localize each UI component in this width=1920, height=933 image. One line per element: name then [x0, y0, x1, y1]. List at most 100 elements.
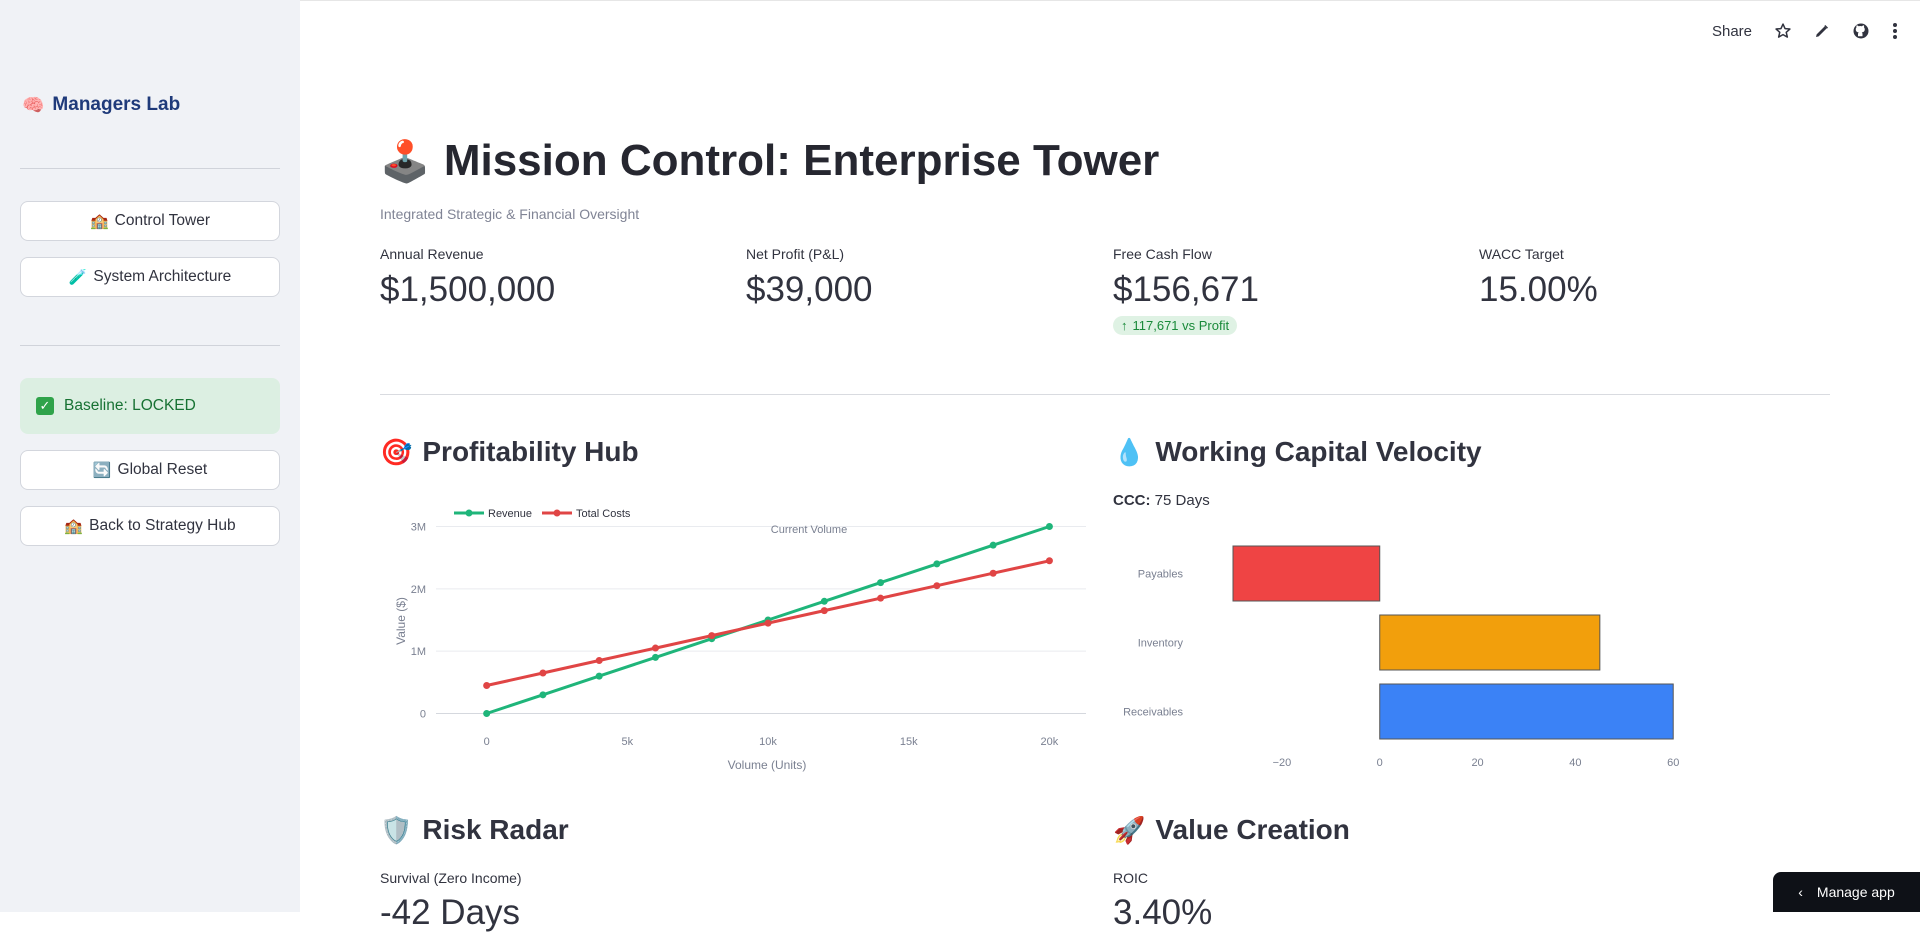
data-point-revenue: [933, 560, 941, 568]
data-point-revenue: [651, 653, 659, 661]
x-tick-label: 0: [1377, 757, 1383, 769]
global-reset-button[interactable]: 🔄 Global Reset: [20, 450, 280, 490]
metric-value: $1,500,000: [380, 270, 556, 309]
y-tick-label: 1M: [411, 646, 426, 658]
metric-label: Annual Revenue: [380, 246, 484, 262]
legend-revenue-marker: [465, 509, 473, 517]
app-toolbar: Share: [1712, 22, 1898, 40]
section-divider: [380, 394, 1830, 395]
page-title: 🕹️ Mission Control: Enterprise Tower: [380, 136, 1159, 186]
x-tick-label: 5k: [622, 736, 634, 748]
manage-app-button[interactable]: ‹ Manage app: [1773, 872, 1920, 912]
data-point-total-costs: [483, 681, 491, 689]
metric-label: WACC Target: [1479, 246, 1564, 262]
test-tube-icon: 🧪: [68, 269, 88, 286]
ccc-readout: CCC: 75 Days: [1113, 492, 1210, 509]
data-point-total-costs: [651, 644, 659, 652]
back-to-strategy-hub-button[interactable]: 🏫 Back to Strategy Hub: [20, 506, 280, 546]
sidebar: 🧠 Managers Lab 🏫 Control Tower 🧪 System …: [0, 0, 300, 912]
chart-ticks: 0 1M 2M 3M 0 5k 10k 15k 20k: [411, 521, 1059, 748]
profitability-hub-title: Profitability Hub: [422, 436, 639, 467]
refresh-icon: 🔄: [92, 462, 112, 479]
data-point-revenue: [595, 672, 603, 680]
data-point-revenue: [1045, 522, 1053, 530]
baseline-status-label: Baseline: LOCKED: [64, 397, 196, 414]
brand: 🧠 Managers Lab: [22, 94, 180, 116]
data-point-revenue: [820, 597, 828, 605]
y-tick-label: 3M: [411, 521, 426, 533]
risk-radar-title: Risk Radar: [422, 814, 569, 845]
current-volume-annotation: Current Volume: [771, 524, 847, 536]
data-point-total-costs: [820, 607, 828, 615]
metric-delta: ↑ 117,671 vs Profit: [1113, 316, 1238, 335]
global-reset-label: Global Reset: [117, 461, 208, 478]
metric-wacc-target: WACC Target 15.00%: [1479, 246, 1839, 310]
sidebar-divider: [20, 168, 280, 169]
share-button[interactable]: Share: [1711, 22, 1752, 40]
data-point-revenue: [877, 579, 885, 587]
x-tick-label: 40: [1569, 757, 1581, 769]
data-point-total-costs: [708, 632, 716, 640]
data-point-total-costs: [933, 582, 941, 590]
x-tick-label: 0: [484, 736, 490, 748]
chart-points: [483, 522, 1053, 718]
droplet-icon: 💧: [1113, 436, 1146, 467]
ccc-label: CCC:: [1113, 492, 1151, 509]
chart-legend[interactable]: Revenue Total Costs: [454, 508, 631, 520]
data-point-total-costs: [877, 594, 885, 602]
x-axis-title: Volume (Units): [728, 758, 807, 772]
profitability-hub-heading: 🎯 Profitability Hub: [380, 436, 639, 468]
legend-costs-marker: [553, 509, 561, 517]
data-point-revenue: [539, 691, 547, 699]
roic-value: 3.40%: [1113, 893, 1213, 932]
back-to-strategy-hub-label: Back to Strategy Hub: [89, 517, 236, 534]
bar-inventory: [1379, 614, 1601, 671]
category-label: Inventory: [1138, 638, 1184, 650]
x-tick-label: 60: [1667, 757, 1679, 769]
arrow-up-icon: ↑: [1121, 318, 1128, 333]
value-creation-title: Value Creation: [1155, 814, 1350, 845]
control-tower-button[interactable]: 🏫 Control Tower: [20, 201, 280, 241]
star-icon[interactable]: [1774, 22, 1792, 40]
metric-net-profit: Net Profit (P&L) $39,000: [746, 246, 1106, 310]
github-icon[interactable]: [1852, 22, 1870, 40]
roic-label: ROIC: [1113, 870, 1148, 886]
legend-costs-label: Total Costs: [576, 508, 631, 520]
brain-icon: 🧠: [22, 94, 45, 115]
risk-radar-heading: 🛡️ Risk Radar: [380, 814, 569, 846]
data-point-total-costs: [989, 569, 997, 577]
data-point-total-costs: [1045, 557, 1053, 565]
survival-value: -42 Days: [380, 893, 521, 932]
rocket-icon: 🚀: [1113, 814, 1146, 845]
legend-revenue-label: Revenue: [488, 508, 532, 520]
more-menu-icon[interactable]: [1892, 22, 1898, 40]
page-subtitle: Integrated Strategic & Financial Oversig…: [380, 206, 640, 222]
school-icon: 🏫: [89, 213, 109, 230]
system-architecture-button[interactable]: 🧪 System Architecture: [20, 257, 280, 297]
metric-value: $156,671: [1113, 270, 1259, 309]
metric-annual-revenue: Annual Revenue $1,500,000: [380, 246, 740, 310]
metric-label: Free Cash Flow: [1113, 246, 1212, 262]
value-creation-heading: 🚀 Value Creation: [1113, 814, 1350, 846]
manage-app-label: Manage app: [1816, 884, 1895, 900]
top-border: [0, 0, 1920, 4]
metric-value: 15.00%: [1479, 270, 1598, 309]
school-icon: 🏫: [64, 518, 84, 535]
ccc-value: 75 Days: [1154, 492, 1210, 509]
x-tick-label: 15k: [900, 736, 918, 748]
data-point-total-costs: [764, 619, 772, 627]
system-architecture-label: System Architecture: [93, 268, 232, 285]
y-tick-label: 0: [420, 709, 426, 721]
edit-icon[interactable]: [1814, 23, 1830, 39]
working-capital-chart: Payables Inventory Receivables −20 0 20 40 60: [1123, 545, 1679, 769]
x-tick-label: 20k: [1041, 736, 1059, 748]
survival-label: Survival (Zero Income): [380, 870, 522, 886]
y-axis-title: Value ($): [394, 597, 408, 645]
sidebar-divider: [20, 345, 280, 346]
data-point-total-costs: [595, 657, 603, 665]
shield-icon: 🛡️: [380, 814, 413, 845]
check-icon: ✓: [36, 397, 54, 415]
brand-label: Managers Lab: [52, 94, 181, 115]
data-point-revenue: [989, 541, 997, 549]
working-capital-title: Working Capital Velocity: [1155, 436, 1482, 467]
